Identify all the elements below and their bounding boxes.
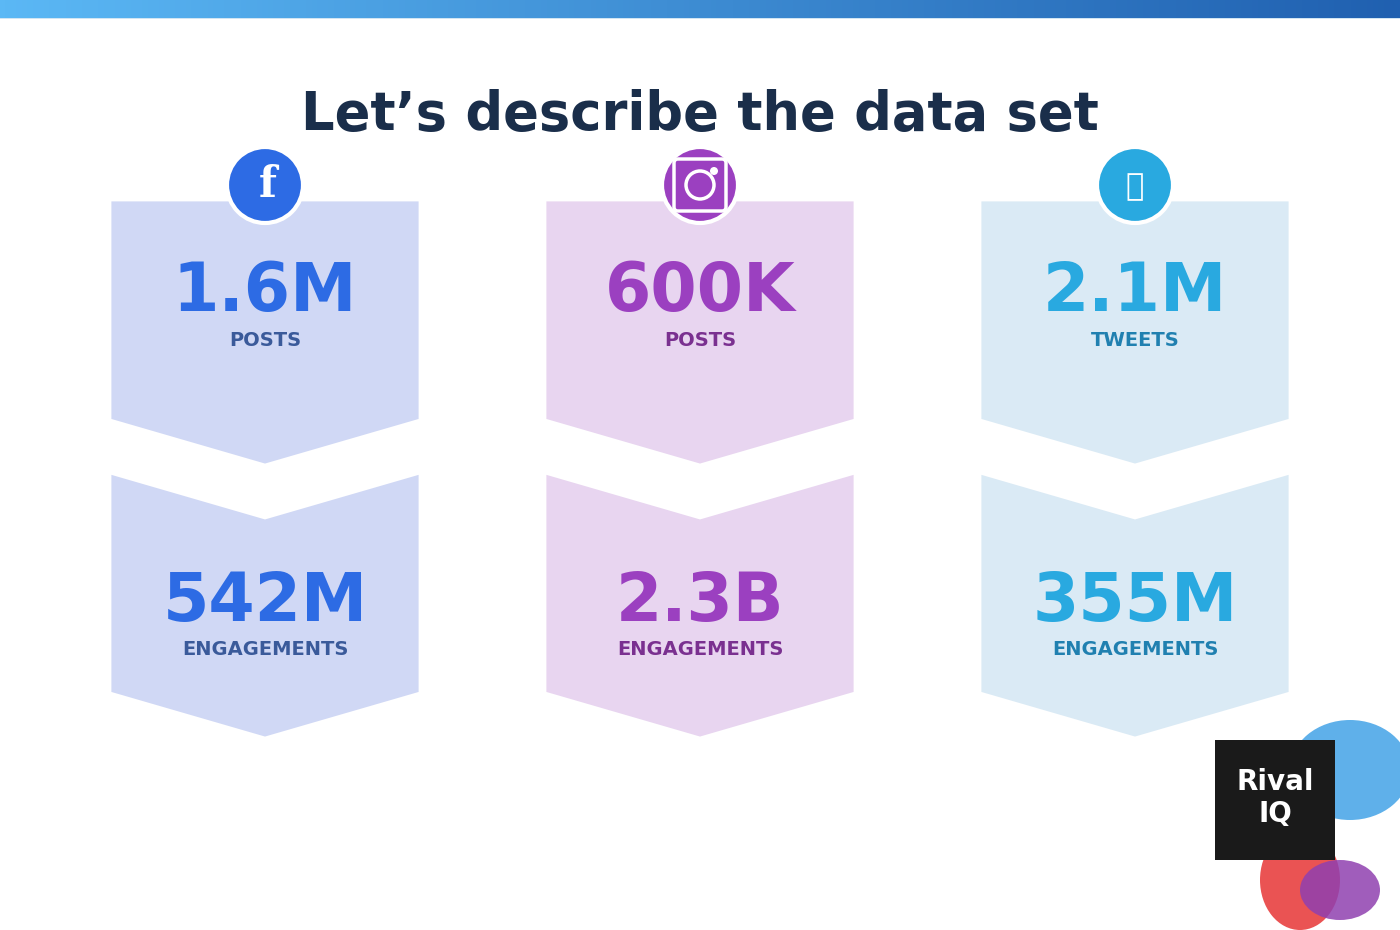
Text: ENGAGEMENTS: ENGAGEMENTS bbox=[617, 640, 783, 659]
Text: 1.6M: 1.6M bbox=[172, 259, 357, 326]
Polygon shape bbox=[980, 473, 1289, 738]
Bar bbox=[1215, 740, 1336, 860]
Text: 2.3B: 2.3B bbox=[616, 568, 784, 634]
Circle shape bbox=[662, 147, 738, 223]
Text: 🐦: 🐦 bbox=[1126, 172, 1144, 202]
Text: 542M: 542M bbox=[162, 568, 368, 634]
Text: Let’s describe the data set: Let’s describe the data set bbox=[301, 89, 1099, 141]
Text: ENGAGEMENTS: ENGAGEMENTS bbox=[182, 640, 349, 659]
Text: 2.1M: 2.1M bbox=[1043, 259, 1228, 326]
Circle shape bbox=[227, 147, 302, 223]
Ellipse shape bbox=[1301, 860, 1380, 920]
Circle shape bbox=[710, 167, 718, 175]
Polygon shape bbox=[111, 473, 420, 738]
Circle shape bbox=[1098, 147, 1173, 223]
Text: 355M: 355M bbox=[1032, 568, 1238, 634]
Text: POSTS: POSTS bbox=[230, 331, 301, 350]
Text: ENGAGEMENTS: ENGAGEMENTS bbox=[1051, 640, 1218, 659]
Polygon shape bbox=[980, 200, 1289, 465]
Polygon shape bbox=[545, 473, 855, 738]
Text: f: f bbox=[259, 164, 277, 206]
Text: Rival
IQ: Rival IQ bbox=[1236, 768, 1313, 829]
Polygon shape bbox=[111, 200, 420, 465]
Ellipse shape bbox=[1289, 720, 1400, 820]
Text: 600K: 600K bbox=[605, 259, 795, 326]
Polygon shape bbox=[545, 200, 855, 465]
Text: TWEETS: TWEETS bbox=[1091, 331, 1179, 350]
Ellipse shape bbox=[1260, 830, 1340, 930]
Bar bbox=[0, 0, 1400, 18]
Text: POSTS: POSTS bbox=[664, 331, 736, 350]
